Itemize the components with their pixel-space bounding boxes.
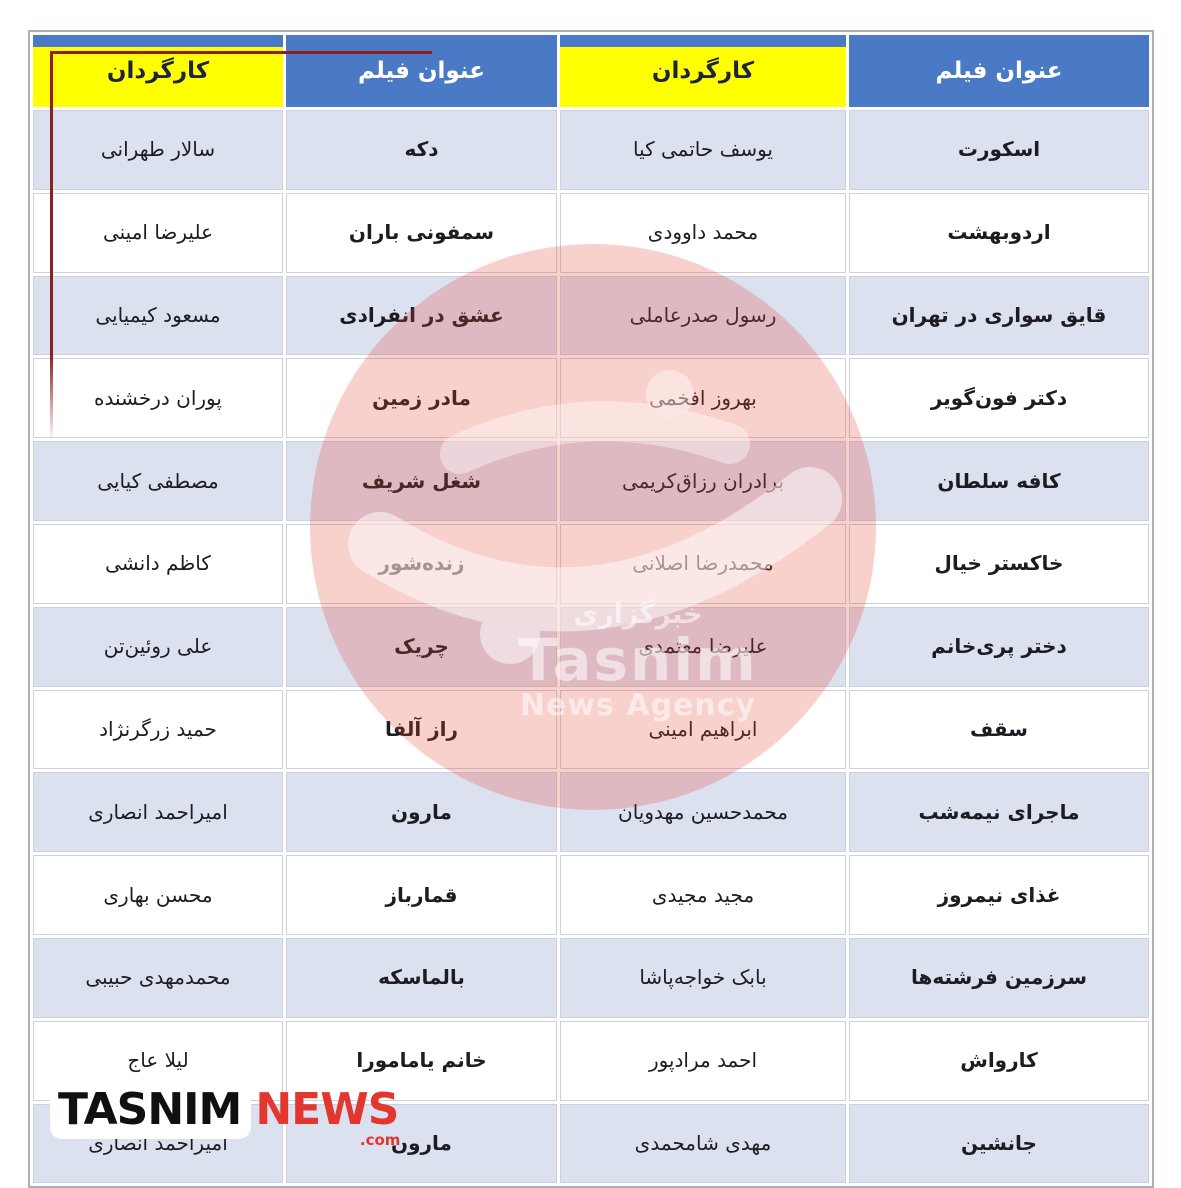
header-row: عنوان فیلم کارگردان عنوان فیلم کارگردان bbox=[33, 35, 1149, 107]
table-row: اسکورت یوسف حاتمی کیا دکه سالار طهرانی bbox=[33, 110, 1149, 190]
table-row: اردوبهشت محمد داوودی سمفونی باران علیرضا ام… bbox=[33, 192, 1149, 273]
director-cell: مصطفی کیایی bbox=[33, 441, 283, 521]
film-title-cell: سمفونی باران bbox=[286, 192, 557, 273]
film-title-cell: کافه سلطان bbox=[849, 441, 1149, 521]
director-cell: محمدرضا اصلانی bbox=[560, 523, 846, 604]
film-director-table: عنوان فیلم کارگردان عنوان فیلم کارگردان … bbox=[28, 30, 1154, 1188]
film-title-cell: شغل شریف bbox=[286, 441, 557, 521]
film-title-cell: قمارباز bbox=[286, 855, 557, 935]
table-row: غذای نیمروز مجید مجیدی قمارباز محسن بهاری bbox=[33, 855, 1149, 935]
table-row: کارواش احمد مرادپور خانم یامامورا لیلا عاج bbox=[33, 1020, 1149, 1101]
director-cell: یوسف حاتمی کیا bbox=[560, 110, 846, 190]
director-cell: سالار طهرانی bbox=[33, 110, 283, 190]
director-cell: محمدحسین مهدویان bbox=[560, 772, 846, 853]
brand-domain-text: .com bbox=[359, 1131, 401, 1149]
film-title-cell: چریک bbox=[286, 606, 557, 687]
film-title-cell: مارون bbox=[286, 1103, 557, 1184]
director-cell: احمد مرادپور bbox=[560, 1020, 846, 1101]
director-cell: محمدمهدی حبیبی bbox=[33, 937, 283, 1018]
film-title-cell: خانم یامامورا bbox=[286, 1020, 557, 1101]
director-cell: بابک خواجه‌پاشا bbox=[560, 937, 846, 1018]
brand-news-text: NEWS bbox=[255, 1084, 399, 1135]
film-title-cell: زنده‌شور bbox=[286, 523, 557, 604]
header-film-title-left: عنوان فیلم bbox=[286, 35, 557, 107]
header-film-title-right: عنوان فیلم bbox=[849, 35, 1149, 107]
table-row: ماجرای نیمه‌شب محمدحسین مهدویان مارون امیرا… bbox=[33, 772, 1149, 853]
table-row: قایق سواری در تهران رسول صدرعاملی عشق در ا… bbox=[33, 275, 1149, 356]
director-cell: ابراهیم امینی bbox=[560, 689, 846, 770]
film-title-cell: سرزمین فرشته‌ها bbox=[849, 937, 1149, 1018]
film-title-cell: بالماسکه bbox=[286, 937, 557, 1018]
film-title-cell: اردوبهشت bbox=[849, 192, 1149, 273]
film-title-cell: ماجرای نیمه‌شب bbox=[849, 772, 1149, 853]
director-cell: پوران درخشنده bbox=[33, 358, 283, 439]
table-row: دکتر فون‌گویر بهروز افخمی مادر زمین پوران د… bbox=[33, 358, 1149, 439]
table-row: سقف ابراهیم امینی راز آلفا حمید زرگرنژاد bbox=[33, 689, 1149, 770]
film-title-cell: کارواش bbox=[849, 1020, 1149, 1101]
director-cell: کاظم دانشی bbox=[33, 523, 283, 604]
director-cell: محمد داوودی bbox=[560, 192, 846, 273]
table-row: جانشین مهدی شامحمدی مارون امیراحمد انصاری bbox=[33, 1103, 1149, 1184]
annotation-line-horizontal bbox=[50, 51, 432, 54]
annotation-line-vertical bbox=[50, 51, 53, 441]
brand-news-wrap: NEWS .com bbox=[253, 1082, 402, 1149]
table-row: خاکستر خیال محمدرضا اصلانی زنده‌شور کاظم دا… bbox=[33, 523, 1149, 604]
director-cell: مهدی شامحمدی bbox=[560, 1103, 846, 1184]
director-cell: مجید مجیدی bbox=[560, 855, 846, 935]
film-title-cell: دختر پری‌خانم bbox=[849, 606, 1149, 687]
table-row: سرزمین فرشته‌ها بابک خواجه‌پاشا بالماسکه مح… bbox=[33, 937, 1149, 1018]
table-body: اسکورت یوسف حاتمی کیا دکه سالار طهرانی اردوب… bbox=[33, 110, 1149, 1184]
director-cell: برادران رزاق‌کریمی bbox=[560, 441, 846, 521]
director-cell: بهروز افخمی bbox=[560, 358, 846, 439]
director-cell: علی روئین‌تن bbox=[33, 606, 283, 687]
brand-tasnim-text: TASNIM bbox=[50, 1082, 252, 1139]
film-title-cell: راز آلفا bbox=[286, 689, 557, 770]
director-cell: امیراحمد انصاری bbox=[33, 772, 283, 853]
film-title-cell: دکه bbox=[286, 110, 557, 190]
film-title-cell: قایق سواری در تهران bbox=[849, 275, 1149, 356]
header-director-right: کارگردان bbox=[560, 35, 846, 107]
film-title-cell: عشق در انفرادی bbox=[286, 275, 557, 356]
director-cell: محسن بهاری bbox=[33, 855, 283, 935]
director-cell: رسول صدرعاملی bbox=[560, 275, 846, 356]
director-cell: حمید زرگرنژاد bbox=[33, 689, 283, 770]
film-title-cell: غذای نیمروز bbox=[849, 855, 1149, 935]
tasnim-news-logo: TASNIM NEWS .com bbox=[50, 1082, 402, 1149]
film-title-cell: مارون bbox=[286, 772, 557, 853]
film-title-cell: مادر زمین bbox=[286, 358, 557, 439]
film-title-cell: جانشین bbox=[849, 1103, 1149, 1184]
director-cell: علیرضا امینی bbox=[33, 192, 283, 273]
table-row: کافه سلطان برادران رزاق‌کریمی شغل شریف مصطف… bbox=[33, 441, 1149, 521]
film-title-cell: سقف bbox=[849, 689, 1149, 770]
table-row: دختر پری‌خانم علیرضا معتمدی چریک علی روئین‌… bbox=[33, 606, 1149, 687]
film-title-cell: خاکستر خیال bbox=[849, 523, 1149, 604]
film-title-cell: اسکورت bbox=[849, 110, 1149, 190]
director-cell: علیرضا معتمدی bbox=[560, 606, 846, 687]
header-director-left: کارگردان bbox=[33, 35, 283, 107]
director-cell: مسعود کیمیایی bbox=[33, 275, 283, 356]
film-title-cell: دکتر فون‌گویر bbox=[849, 358, 1149, 439]
